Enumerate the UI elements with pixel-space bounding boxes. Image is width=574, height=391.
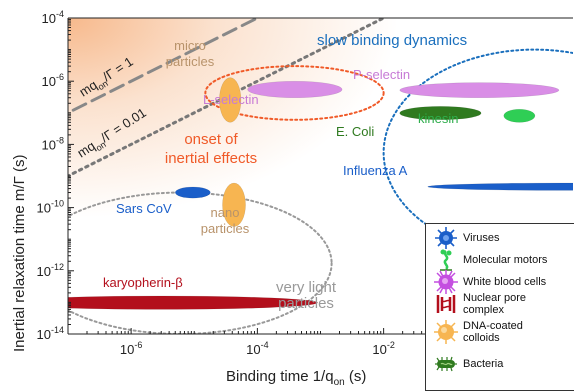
item-micro-particles <box>219 77 242 123</box>
item-influenza-a <box>427 182 573 191</box>
item-kinesin <box>503 108 536 123</box>
item-label-sars: Sars CoV <box>116 201 172 216</box>
item-karyopherin- <box>68 295 318 310</box>
x-tick-label: 10-4 <box>246 340 268 357</box>
legend-label-wbc: White blood cells <box>463 276 547 288</box>
item-sars-cov <box>174 186 211 199</box>
y-tick-label: 10-14 <box>37 325 64 342</box>
annotation-very-light-line2: particles <box>278 295 334 312</box>
annotation-onset-line2: inertial effects <box>165 150 257 167</box>
white-blood-cell-icon <box>434 270 458 294</box>
y-tick-label: 10-8 <box>42 135 64 152</box>
legend-label-colloids: DNA-coated colloids <box>463 320 523 344</box>
y-tick-label: 10-4 <box>42 9 64 26</box>
molecular-motor-icon <box>440 249 452 271</box>
item-label-influenza: Influenza A <box>343 163 408 178</box>
virus-icon <box>435 227 457 249</box>
bacteria-icon <box>435 356 457 372</box>
legend-label-viruses: Viruses <box>463 232 500 244</box>
annotation-onset-line1: onset of <box>184 131 238 148</box>
item-label-karyopherin: karyopherin-β <box>103 275 183 290</box>
legend-label-bacteria: Bacteria <box>463 358 504 370</box>
x-tick-label: 10-6 <box>120 340 142 357</box>
item-e-coli <box>399 106 482 121</box>
item-l-selectin <box>247 80 343 98</box>
legend-item-viruses: Viruses <box>434 226 499 250</box>
nuclear-pore-icon <box>436 295 456 313</box>
annotation-micro-line1: micro <box>174 38 206 53</box>
item-label-kinesin: kinesin <box>418 111 458 126</box>
dna-colloid-icon <box>434 320 458 344</box>
legend-item-colloids: DNA-coated colloids <box>434 320 523 344</box>
y-tick-label: 10-12 <box>37 262 64 279</box>
annotation-nano-line1: nano <box>211 205 240 220</box>
item-p-selectin <box>399 82 560 98</box>
annotation-slow-binding: slow binding dynamics <box>317 32 467 49</box>
item-label-p-selectin: P-selectin <box>353 67 410 82</box>
item-nano-particles <box>222 182 246 227</box>
region-2 <box>204 65 385 121</box>
legend-label-npc: Nuclear pore complex <box>463 292 526 316</box>
legend-item-motors: Molecular motors <box>434 248 547 272</box>
annotation-nano-line2: particles <box>201 221 250 236</box>
legend-item-wbc: White blood cells <box>434 270 546 294</box>
legend-item-npc: Nuclear pore complex <box>434 292 526 316</box>
item-label-l-selectin: L-selectin <box>203 92 259 107</box>
y-tick-label: 10-10 <box>37 199 64 216</box>
x-tick-label: 10-2 <box>372 340 394 357</box>
annotation-very-light-line1: very light <box>276 279 337 296</box>
item-label-e-coli: E. Coli <box>336 124 374 139</box>
annotation-micro-line2: particles <box>166 54 215 69</box>
legend: Viruses Molecular motors White blood cel… <box>425 223 574 391</box>
x-axis-title: Binding time 1/qon (s) <box>226 368 366 388</box>
reference-line-2 <box>68 18 387 178</box>
legend-item-bacteria: Bacteria <box>434 352 503 376</box>
y-tick-label: 10-6 <box>42 72 64 89</box>
legend-label-motors: Molecular motors <box>463 254 548 266</box>
y-axis-title: Inertial relaxation time m/Γ (s) <box>11 155 28 352</box>
